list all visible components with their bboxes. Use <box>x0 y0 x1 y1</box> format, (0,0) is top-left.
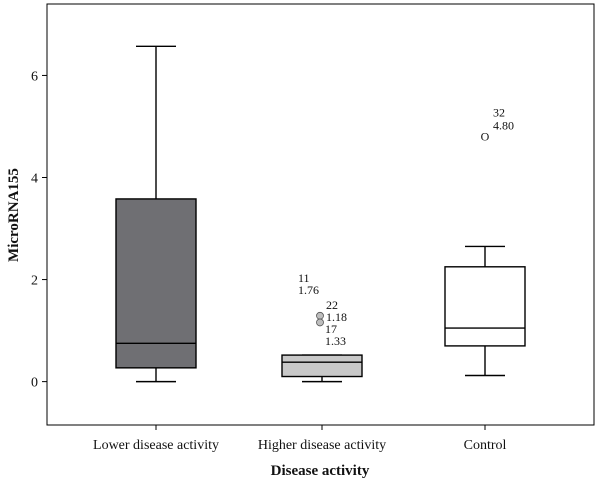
outlier-marker-1-0 <box>316 311 324 320</box>
box-0 <box>115 198 197 369</box>
y-axis: 0 2 4 6 <box>31 69 47 391</box>
x-tick-label-2: Control <box>464 438 507 453</box>
box-group-0 <box>115 45 197 383</box>
outlier-label-1-5: 1.33 <box>325 334 346 348</box>
outlier-glyph-2-0: O <box>481 130 490 144</box>
outlier-label-1-3: 1.18 <box>326 310 347 324</box>
outlier-value-2-0: 4.80 <box>493 119 514 133</box>
y-axis-title: MicroRNA155 <box>6 168 22 262</box>
y-tick-label-0: 0 <box>31 376 38 391</box>
x-axis-title: Disease activity <box>271 463 370 479</box>
outlier-marker-1-1 <box>316 318 324 327</box>
x-tick-label-0: Lower disease activity <box>93 438 219 453</box>
outlier-label-1-2: 22 <box>326 298 338 312</box>
box-1 <box>281 354 363 378</box>
y-tick-label-4: 4 <box>31 172 38 187</box>
plot-frame <box>46 3 595 426</box>
outlier-label-1-0: 11 <box>298 271 310 285</box>
y-tick-label-6: 6 <box>31 69 38 84</box>
x-tick-label-1: Higher disease activity <box>258 438 386 453</box>
outlier-label-1-1: 1.76 <box>298 283 319 297</box>
box-2 <box>444 266 526 347</box>
outlier-case-2-0: 32 <box>493 106 505 120</box>
x-axis: Lower disease activity Higher disease act… <box>93 425 506 453</box>
outlier-label-1-4: 17 <box>325 322 337 336</box>
y-tick-label-2: 2 <box>31 274 38 289</box>
